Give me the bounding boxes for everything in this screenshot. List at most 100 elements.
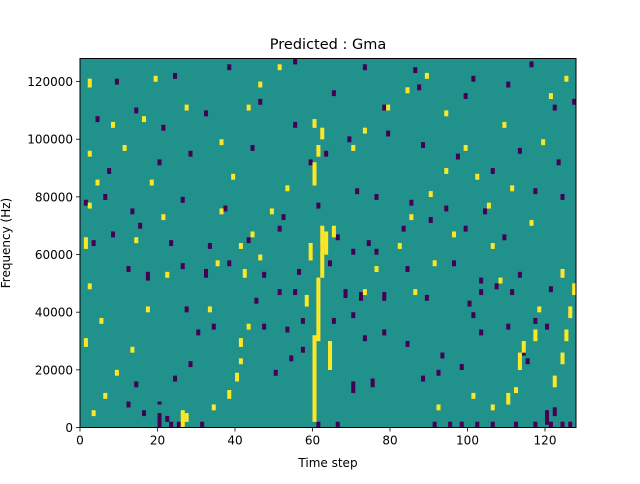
heatmap-cell-high [87,202,92,209]
heatmap-cell-low [273,369,278,376]
heatmap-cell-high [235,372,240,382]
heatmap-cell-low [382,292,387,301]
heatmap-cell-low [335,421,340,428]
heatmap-cell-high [277,64,282,71]
heatmap-cell-low [467,300,472,307]
heatmap-cell-low [300,346,305,353]
heatmap-cell-low [494,283,499,290]
heatmap-cell-low [223,205,228,212]
heatmap-cell-low [405,266,410,272]
heatmap-cell-high [320,225,325,278]
heatmap-cell-low [157,159,162,166]
heatmap-cell-high [312,119,317,128]
heatmap-cell-high [510,185,515,192]
heatmap-cell-high [463,144,468,151]
heatmap-cell-low [281,214,286,221]
heatmap-cell-low [359,292,364,301]
heatmap-cell-low [254,297,259,304]
heatmap-cell-high [533,329,538,342]
heatmap-cell-low [184,306,189,313]
heatmap-cell-high [498,277,503,284]
heatmap-cell-low [293,58,298,65]
heatmap-cell-low [351,312,356,319]
heatmap-cell-low [417,84,422,91]
heatmap-cell-low [200,421,205,428]
heatmap-cell-high [564,75,569,82]
heatmap-cell-high [548,93,553,100]
heatmap-cell-high [238,358,243,365]
heatmap-cell-high [351,144,356,151]
heatmap-cell-high [362,289,367,296]
heatmap-cell-low [126,266,131,272]
heatmap-cell-high [452,231,457,238]
heatmap-cell-high [122,144,127,151]
heatmap-cell-high [99,317,104,324]
y-tick-label: 0 [65,421,73,435]
heatmap-cell-low [517,271,522,278]
heatmap-cell-high [114,369,119,376]
heatmap-cell-low [331,90,336,97]
heatmap-cell-low [316,202,321,209]
heatmap-cell-low [227,260,232,267]
heatmap-cell-low [173,375,178,382]
heatmap-cell-high [529,219,534,226]
heatmap-cell-low [83,199,88,206]
heatmap-cell-low [370,378,375,388]
heatmap-cell-low [134,381,139,388]
heatmap-cell-low [548,421,553,428]
heatmap-cell-low [161,124,166,131]
heatmap-cell-low [572,98,577,105]
heatmap-cell-low [471,312,476,319]
heatmap-cell-high [250,231,255,238]
heatmap-cell-low [138,222,143,229]
x-tick-label: 100 [456,434,479,448]
heatmap-cell-high [471,392,476,399]
heatmap-cell-low [401,225,406,232]
heatmap-cell-low [114,78,119,85]
heatmap-cell-high [320,127,325,140]
heatmap-cell-high [211,404,216,411]
heatmap-cell-low [459,364,464,370]
heatmap-cell-low [134,107,139,114]
heatmap-cell-high [153,75,158,82]
heatmap-cell-low [343,289,348,298]
heatmap-cell-low [165,415,170,422]
heatmap-cell-low [328,260,333,267]
heatmap-cell-low [490,421,495,428]
heatmap-cell-low [424,294,429,301]
heatmap-cell-low [386,130,391,137]
heatmap-cell-high [165,271,170,278]
heatmap-cell-low [300,317,305,324]
heatmap-cell-low [374,193,379,200]
heatmap-cell-low [169,240,174,247]
heatmap-cell-high [502,121,507,128]
heatmap-cell-low [285,326,290,333]
heatmap-cell-low [560,193,565,200]
heatmap-cell-low [355,188,360,195]
heatmap-cell-low [227,64,232,71]
plot-area [80,58,577,428]
heatmap-cell-low [452,260,457,267]
heatmap-cell-low [335,234,340,241]
heatmap-cell-low [444,205,449,212]
heatmap-cell-high [258,81,263,88]
heatmap-cell-high [242,268,247,278]
heatmap-cell-high [130,346,135,353]
heatmap-cell-low [157,413,162,428]
heatmap-cell-high [475,173,480,180]
heatmap-cell-high [541,139,546,146]
heatmap-cell-low [103,193,108,200]
heatmap-cell-high [238,338,243,347]
x-tick-label: 40 [227,434,242,448]
heatmap-cell-low [250,144,255,151]
heatmap-cell-high [316,144,321,157]
heatmap-cell-low [502,234,507,241]
heatmap-cell-low [533,317,538,324]
heatmap-cell-low [428,217,433,223]
heatmap-cell-high [246,323,251,330]
heatmap-cell-low [552,104,557,111]
heatmap-cell-high [184,413,189,422]
chart-title: Predicted : Gma [270,37,386,53]
heatmap-cell-low [142,410,147,417]
heatmap-cell-low [490,168,495,174]
